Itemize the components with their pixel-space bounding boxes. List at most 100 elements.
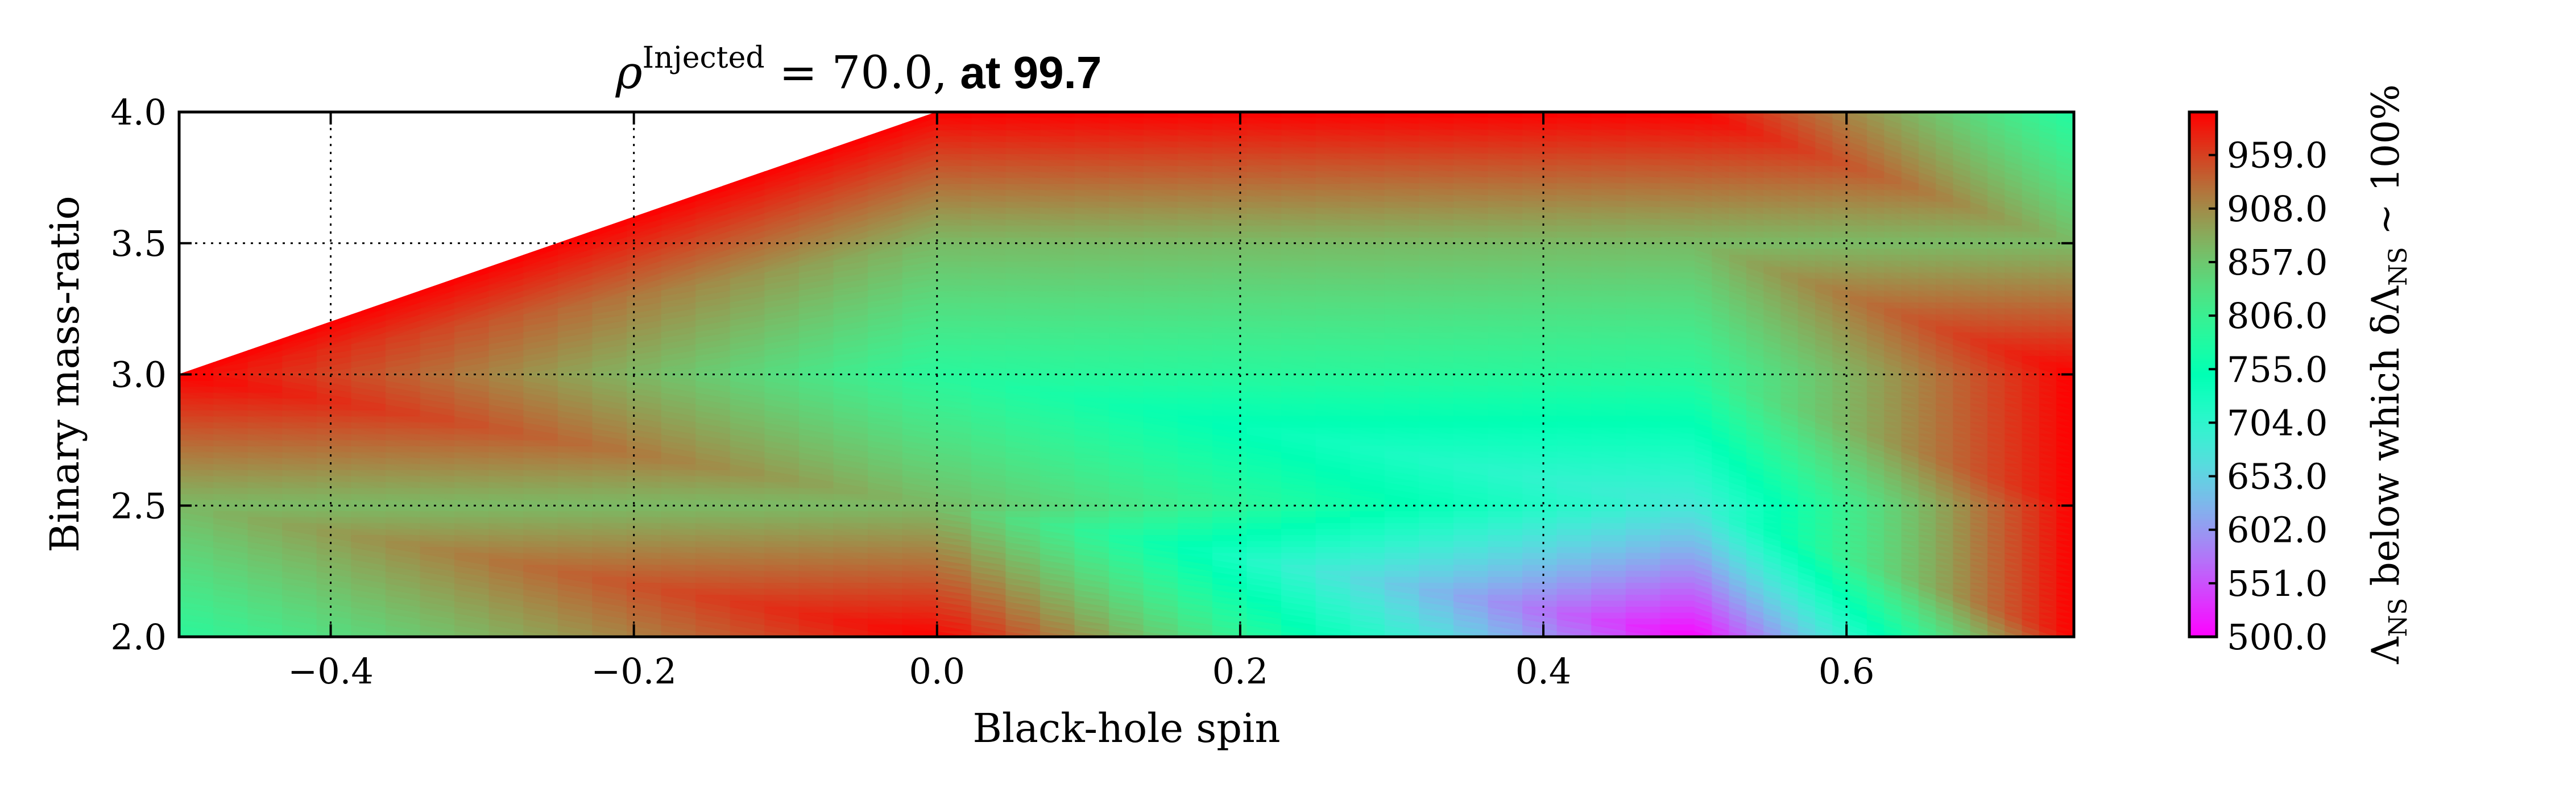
- colorbar-strip: [2189, 385, 2217, 389]
- colorbar-strip: [2189, 449, 2217, 453]
- colorbar-strip: [2189, 609, 2217, 612]
- colorbar-strip: [2189, 502, 2217, 505]
- colorbar-strip: [2189, 264, 2217, 268]
- colorbar-strip: [2189, 541, 2217, 544]
- colorbar-strip: [2189, 253, 2217, 256]
- colorbar-tick-label: 755.0: [2227, 349, 2328, 390]
- colorbar-strip: [2189, 299, 2217, 302]
- colorbar-strip: [2189, 495, 2217, 499]
- colorbar-strip: [2189, 338, 2217, 341]
- colorbar-strip: [2189, 255, 2217, 259]
- colorbar-strip: [2189, 114, 2217, 118]
- colorbar-strip: [2189, 331, 2217, 334]
- colorbar-strip: [2189, 162, 2217, 165]
- colorbar-strip: [2189, 365, 2217, 368]
- colorbar-strip: [2189, 447, 2217, 450]
- surface-triangle: [1695, 505, 2074, 637]
- surface-triangle: [937, 112, 1696, 244]
- colorbar-strip: [2189, 117, 2217, 120]
- colorbar-strip: [2189, 532, 2217, 535]
- colorbar-strip: [2189, 598, 2217, 601]
- colorbar-strip: [2189, 586, 2217, 590]
- surface-triangle: [179, 374, 938, 506]
- colorbar-strip: [2189, 518, 2217, 521]
- colorbar-strip: [2189, 629, 2217, 633]
- colorbar-strip: [2189, 607, 2217, 610]
- colorbar-tick-label: 500.0: [2227, 616, 2328, 658]
- colorbar-strip: [2189, 155, 2217, 159]
- surface-triangle: [937, 112, 1695, 244]
- colorbar-strip: [2189, 126, 2217, 129]
- colorbar-strip: [2189, 440, 2217, 443]
- colorbar-strip: [2189, 203, 2217, 206]
- colorbar-strip: [2189, 144, 2217, 147]
- colorbar-strip: [2189, 591, 2217, 594]
- colorbar-strip: [2189, 433, 2217, 437]
- colorbar-strip: [2189, 424, 2217, 428]
- colorbar-strip: [2189, 616, 2217, 619]
- colorbar-strip: [2189, 301, 2217, 305]
- colorbar-strip: [2189, 392, 2217, 396]
- colorbar-strip: [2189, 604, 2217, 608]
- colorbar-tick-label: 959.0: [2227, 135, 2328, 176]
- colorbar-gradient: [2189, 112, 2217, 637]
- colorbar-strip: [2189, 429, 2217, 432]
- colorbar-strip: [2189, 613, 2217, 617]
- colorbar-strip: [2189, 372, 2217, 375]
- colorbar-strip: [2189, 516, 2217, 519]
- x-axis-label: Black-hole spin: [972, 705, 1280, 752]
- colorbar-strip: [2189, 360, 2217, 364]
- colorbar-strip: [2189, 463, 2217, 467]
- colorbar-strip: [2189, 178, 2217, 181]
- colorbar-strip: [2189, 320, 2217, 323]
- colorbar-strip: [2189, 217, 2217, 220]
- colorbar-strip: [2189, 538, 2217, 542]
- colorbar-strip: [2189, 554, 2217, 558]
- colorbar-strip: [2189, 180, 2217, 184]
- surface-triangle: [179, 243, 938, 375]
- heatmap-surface: [179, 112, 2074, 637]
- colorbar-strip: [2189, 304, 2217, 307]
- surface-triangle: [179, 505, 938, 637]
- colorbar-strip: [2189, 132, 2217, 136]
- colorbar-strip: [2189, 525, 2217, 528]
- title-bold: at 99.7: [947, 47, 1101, 98]
- y-tick-label: 2.5: [110, 485, 167, 526]
- x-tick-label: −0.4: [288, 650, 374, 692]
- colorbar-strip: [2189, 128, 2217, 131]
- colorbar-strip: [2189, 579, 2217, 583]
- colorbar-strip: [2189, 436, 2217, 439]
- colorbar-strip: [2189, 151, 2217, 154]
- colorbar-strip: [2189, 479, 2217, 483]
- colorbar-strip: [2189, 157, 2217, 161]
- colorbar-strip: [2189, 486, 2217, 490]
- x-tick-label: 0.0: [909, 650, 965, 692]
- colorbar-strip: [2189, 356, 2217, 359]
- colorbar-strip: [2189, 230, 2217, 234]
- colorbar-strip: [2189, 173, 2217, 177]
- colorbar-strip: [2189, 262, 2217, 266]
- colorbar-strip: [2189, 308, 2217, 312]
- surface-triangle: [1695, 505, 2074, 637]
- title-rest: = 70.0,: [765, 46, 947, 99]
- colorbar-tick-label: 704.0: [2227, 402, 2328, 443]
- y-tick-label: 3.5: [110, 223, 167, 264]
- colorbar-strip: [2189, 618, 2217, 621]
- colorbar-strip: [2189, 306, 2217, 309]
- colorbar-tick-label: 908.0: [2227, 188, 2328, 230]
- x-axis-ticks: −0.4 −0.2 0.0 0.2 0.4 0.6: [288, 112, 1874, 692]
- colorbar-strip: [2189, 239, 2217, 243]
- colorbar-strip: [2189, 219, 2217, 222]
- title-superscript: Injected: [643, 41, 765, 75]
- colorbar-strip: [2189, 201, 2217, 204]
- colorbar-ticks: 500.0 551.0 602.0 653.0 704.0 755.0 806.0 857.0…: [2209, 135, 2328, 658]
- colorbar-strip: [2189, 570, 2217, 574]
- colorbar-strip: [2189, 322, 2217, 325]
- colorbar-strip: [2189, 593, 2217, 596]
- colorbar-strip: [2189, 442, 2217, 446]
- colorbar-strip: [2189, 543, 2217, 546]
- colorbar-strip: [2189, 367, 2217, 371]
- colorbar-strip: [2189, 135, 2217, 138]
- x-tick-label: 0.4: [1515, 650, 1572, 692]
